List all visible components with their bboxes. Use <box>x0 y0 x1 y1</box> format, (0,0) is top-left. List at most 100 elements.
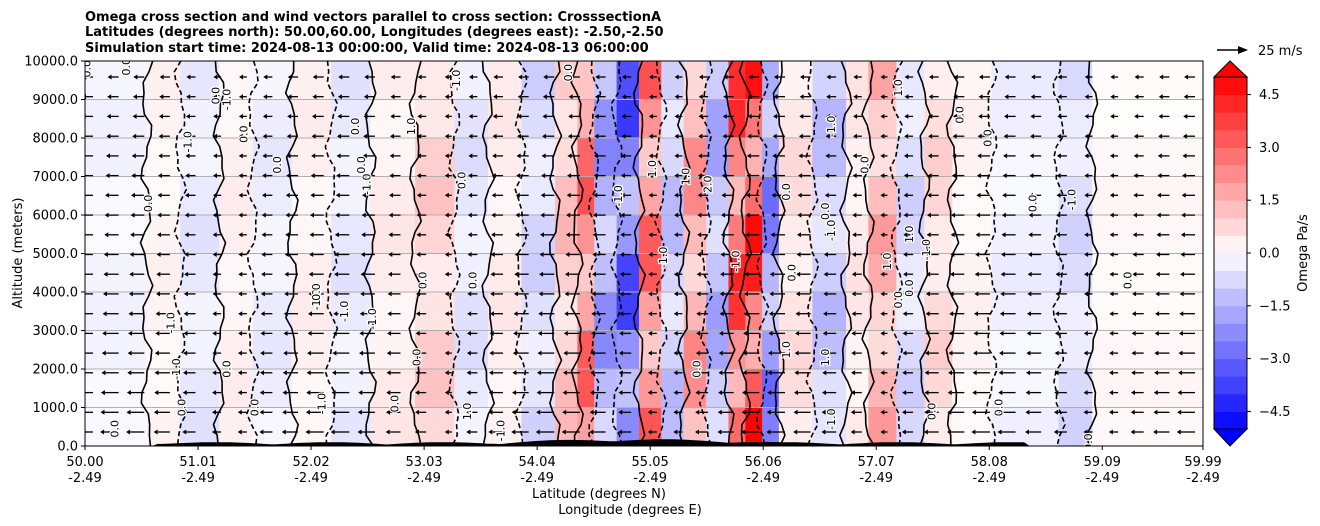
wind-vector-head <box>155 330 160 336</box>
wind-vector-head <box>697 192 702 198</box>
wind-vector-head <box>619 330 624 336</box>
wind-vector-head <box>904 113 909 119</box>
y-axis-ticks: 0.0 1000.0 2000.0 3000.0 4000.0 5000.0 6000.0 7… <box>24 55 85 455</box>
wind-vector-head <box>648 291 653 297</box>
omega-cell <box>1058 292 1093 332</box>
wind-vector-head <box>720 252 725 257</box>
contour-line <box>324 61 339 446</box>
wind-vector-head <box>852 212 857 218</box>
omega-cell <box>85 176 148 216</box>
omega-cell <box>952 99 993 139</box>
omega-cell <box>577 330 595 370</box>
wind-vector-head <box>213 133 218 139</box>
wind-vector-head <box>359 311 364 317</box>
wind-vector-head <box>1132 232 1137 238</box>
wind-vector-head <box>284 252 289 257</box>
wind-vector-head <box>186 94 191 100</box>
contour-line <box>755 61 770 446</box>
colorbar-segments <box>1214 77 1247 430</box>
wind-vector-head <box>1181 192 1186 198</box>
wind-vector-head <box>517 133 521 139</box>
omega-cell <box>616 176 640 216</box>
wind-vector-head <box>592 232 597 238</box>
omega-cell <box>728 138 746 178</box>
wind-vector-head <box>262 113 267 119</box>
omega-cell <box>180 61 220 101</box>
omega-cell <box>454 369 489 409</box>
wind-vector-head <box>184 271 189 277</box>
omega-cell <box>577 292 595 332</box>
wind-vector-head <box>927 173 932 179</box>
wind-vector-head <box>721 192 726 198</box>
wind-vector-head <box>851 330 856 336</box>
wind-vector-head <box>769 291 774 297</box>
wind-vector-head <box>798 153 803 159</box>
omega-cell <box>991 292 1060 332</box>
wind-vector-head <box>490 271 495 277</box>
wind-vector-head <box>537 370 541 376</box>
wind-vector-head <box>1004 94 1009 100</box>
omega-cell <box>778 61 814 101</box>
omega-cell <box>1092 61 1203 101</box>
wind-vector-head <box>517 113 522 119</box>
wind-vector-head <box>826 74 831 80</box>
omega-cell <box>1058 61 1093 101</box>
wind-vector-head <box>852 173 857 179</box>
wind-vector-head <box>972 390 977 396</box>
x-tick-label-lon: -2.49 <box>68 471 102 486</box>
wind-vector-head <box>334 252 339 257</box>
wind-vector-head <box>1109 291 1114 297</box>
wind-vector-head <box>648 192 653 198</box>
omega-cell <box>85 61 148 101</box>
wind-vector-head <box>826 113 830 119</box>
wind-vector-head <box>388 271 392 277</box>
wind-vector-head <box>262 173 267 179</box>
wind-vector-head <box>1133 192 1138 198</box>
omega-cell <box>487 99 523 139</box>
wind-vector-head <box>212 232 217 238</box>
wind-vector-head <box>488 409 493 415</box>
wind-vector-head <box>238 252 243 257</box>
wind-vector-head <box>237 370 242 376</box>
wind-vector-head <box>263 94 268 100</box>
omega-cell <box>521 176 556 216</box>
wind-vector-head <box>674 74 679 80</box>
wind-vector-head <box>799 113 804 119</box>
wind-vector-head <box>978 113 983 119</box>
omega-cell <box>896 369 925 409</box>
wind-vector-head <box>1000 291 1005 297</box>
omega-cell <box>952 292 993 332</box>
wind-vector-head <box>924 370 929 376</box>
wind-vector-head <box>1155 311 1160 317</box>
contour-label: 1.0 <box>780 341 793 359</box>
wind-vector-head <box>1002 192 1007 198</box>
colorbar-segment <box>1214 253 1247 272</box>
omega-cell <box>868 99 897 139</box>
contour-label: -1.0 <box>825 220 838 241</box>
wind-vector-head <box>977 153 982 159</box>
contour-label: 0.0 <box>780 183 793 201</box>
wind-vector-head <box>648 173 653 179</box>
contour-label: 0.0 <box>310 283 323 301</box>
omega-cell <box>370 330 416 370</box>
wind-vector-head <box>157 192 162 198</box>
wind-vector-head <box>158 133 163 139</box>
wind-vector-head <box>1084 133 1089 139</box>
omega-cell <box>952 253 993 293</box>
wind-vector-head <box>620 192 625 198</box>
wind-vector-head <box>697 232 702 238</box>
wind-vector-head <box>539 252 544 257</box>
wind-vector-head <box>902 330 907 336</box>
wind-vector-head <box>1084 173 1089 179</box>
contour-line <box>698 61 713 446</box>
wind-vector-head <box>444 74 449 80</box>
wind-vector-head <box>674 113 679 119</box>
x-tick-label-lat: 51.01 <box>179 455 216 470</box>
wind-vector-head <box>973 330 978 336</box>
wind-vector-head <box>212 192 217 198</box>
wind-vector-head <box>158 173 162 179</box>
wind-vector-head <box>852 232 857 238</box>
wind-vector-head <box>1109 252 1114 257</box>
wind-vector-head <box>153 429 158 435</box>
colorbar-extend-max <box>1212 60 1249 78</box>
